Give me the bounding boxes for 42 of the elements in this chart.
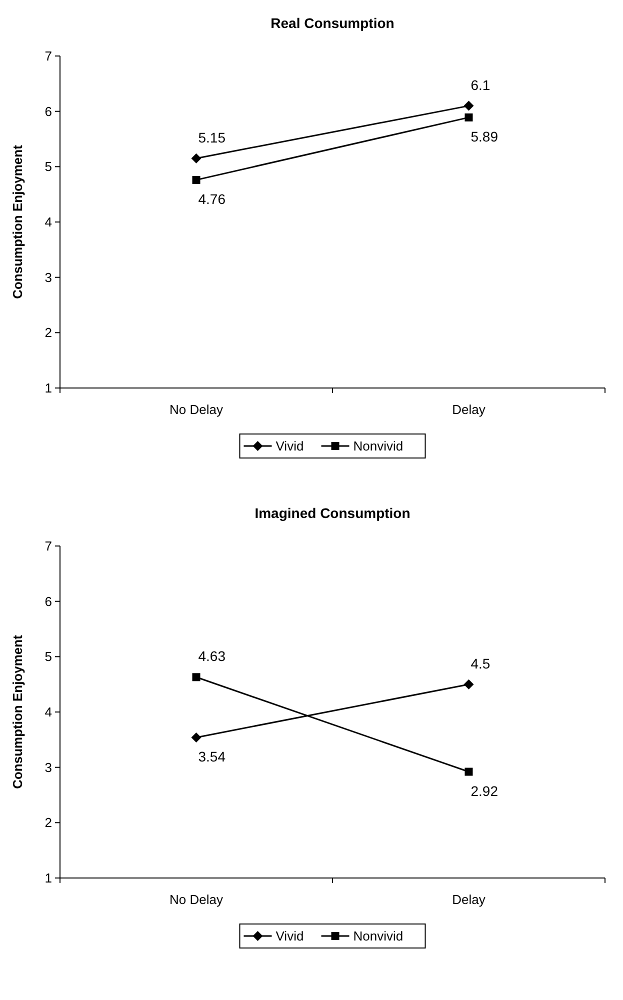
point bbox=[192, 176, 200, 184]
data-label: 3.54 bbox=[198, 748, 226, 764]
data-label: 6.1 bbox=[470, 76, 490, 93]
y-tick-label: 6 bbox=[44, 104, 52, 119]
y-tick-label: 6 bbox=[44, 594, 52, 609]
x-tick-label: Delay bbox=[452, 892, 486, 907]
chart-title: Real Consumption bbox=[270, 15, 394, 31]
y-tick-label: 2 bbox=[44, 325, 52, 340]
y-tick-label: 2 bbox=[44, 815, 52, 830]
point bbox=[464, 679, 474, 690]
point bbox=[192, 673, 200, 682]
point bbox=[191, 732, 202, 742]
legend-label: Nonvivid bbox=[353, 438, 404, 454]
legend-label: Nonvivid bbox=[353, 928, 404, 944]
y-tick-label: 4 bbox=[44, 214, 52, 230]
data-label: 2.92 bbox=[470, 782, 498, 799]
y-tick-label: 5 bbox=[44, 649, 52, 664]
data-label: 5.15 bbox=[198, 129, 226, 146]
x-tick-label: No Delay bbox=[170, 892, 224, 907]
y-tick-label: 3 bbox=[44, 270, 52, 285]
x-tick-label: No Delay bbox=[170, 402, 224, 417]
data-label: 4.63 bbox=[198, 648, 226, 664]
y-tick-label: 3 bbox=[44, 760, 52, 775]
data-label: 5.89 bbox=[470, 128, 498, 144]
data-label: 4.5 bbox=[470, 655, 490, 672]
y-tick-label: 4 bbox=[44, 704, 52, 720]
point bbox=[191, 153, 202, 164]
y-axis-title: Consumption Enjoyment bbox=[10, 634, 25, 789]
y-tick-label: 5 bbox=[44, 159, 52, 174]
legend-label: Vivid bbox=[276, 438, 304, 454]
point bbox=[464, 113, 473, 122]
legend-label: Vivid bbox=[276, 928, 304, 944]
point bbox=[464, 768, 473, 776]
data-label: 4.76 bbox=[198, 190, 226, 207]
point bbox=[464, 100, 474, 111]
y-tick-label: 1 bbox=[44, 380, 52, 396]
y-axis-title: Consumption Enjoyment bbox=[10, 144, 25, 299]
y-tick-label: 7 bbox=[44, 48, 52, 64]
y-tick-label: 1 bbox=[44, 870, 52, 886]
chart-title: Imagined Consumption bbox=[254, 505, 410, 521]
y-tick-label: 7 bbox=[44, 538, 52, 554]
x-tick-label: Delay bbox=[452, 402, 486, 417]
